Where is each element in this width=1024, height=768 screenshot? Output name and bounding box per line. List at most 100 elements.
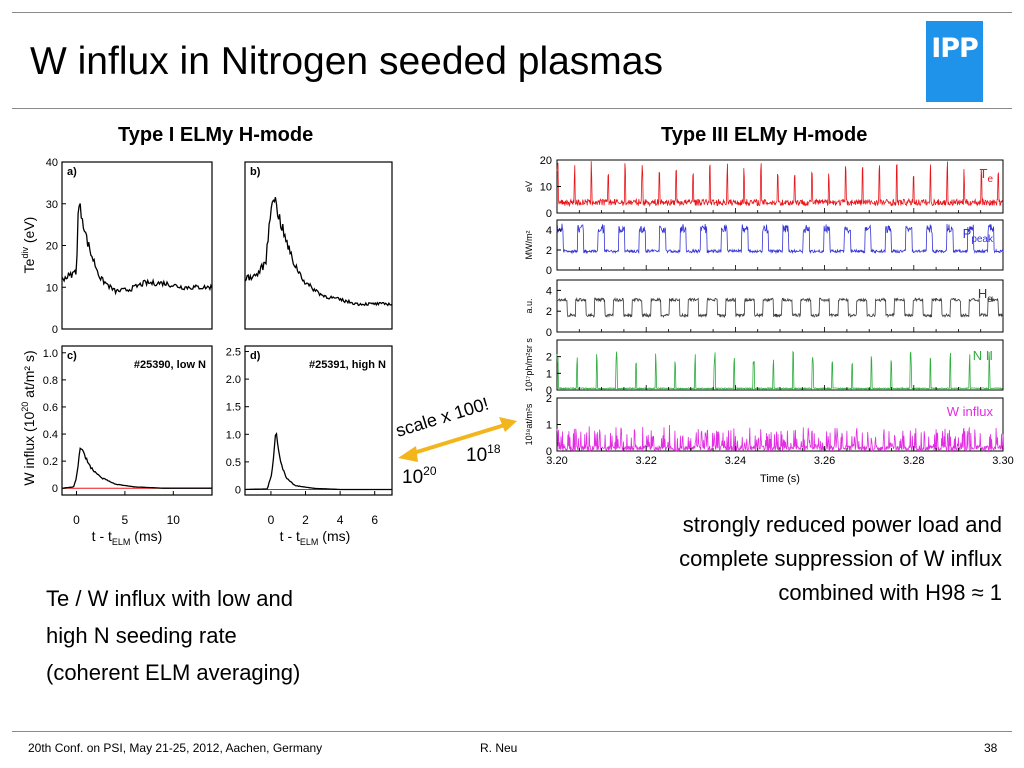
panel-frame [244, 345, 393, 496]
y-tick-label: 2 [546, 306, 552, 318]
y-tick-label: 1.0 [226, 429, 241, 441]
x-tick-label: 3.26 [814, 455, 835, 467]
y-tick-label: 2 [546, 393, 552, 405]
y-tick-label: 0.2 [43, 456, 58, 468]
trace-legend: N II [973, 348, 993, 363]
x-tick-label: 3.24 [725, 455, 746, 467]
panel-label: b) [250, 166, 261, 178]
trace-halpha: 0 2 4 a.u. Hα [524, 279, 1004, 339]
footer-page-number: 38 [984, 741, 998, 755]
panel-label: d) [250, 350, 261, 362]
y-tick-label: 1.0 [43, 348, 58, 360]
left-caption: Te / W influx with low and high N seedin… [46, 580, 300, 691]
panel-frame [61, 161, 213, 330]
y-tick-label: 0.4 [43, 429, 58, 441]
left-figure-title: Type I ELMy H-mode [118, 124, 314, 146]
y-tick-label: 0 [235, 484, 241, 496]
top-rule [12, 12, 1012, 13]
trace-ppeak: 0 2 4 MW/m² Ppeak [524, 219, 1004, 277]
y-tick-label: 1 [546, 420, 552, 432]
y-tick-label: 0 [52, 324, 58, 336]
trace-frame [556, 279, 1004, 333]
trace-frame [556, 219, 1004, 271]
y-tick-label: 0 [546, 327, 552, 339]
x-tick-label: 0 [73, 513, 80, 527]
x-tick-label: 10 [167, 513, 181, 527]
te-ylabel: Tediv (eV) [20, 217, 37, 274]
panel-frame [244, 161, 393, 330]
left-caption-line: high N seeding rate [46, 623, 237, 648]
panel-frame [61, 345, 213, 496]
mean-line [245, 431, 392, 491]
y-tick-label: 1 [546, 368, 552, 380]
y-tick-label: 2 [546, 352, 552, 364]
y-tick-label: 0 [546, 385, 552, 397]
arrow-left-label: 1020 [402, 464, 437, 488]
y-tick-label: 20 [540, 155, 552, 167]
y-tick-label: 2.5 [226, 347, 241, 359]
y-tick-label: 0 [52, 483, 58, 495]
trace-line [556, 223, 1004, 255]
panel-c: c) #25390, low N 0 0.2 0.4 0.6 0.8 1.0 0 5 10 [43, 345, 213, 527]
c-xlabel: t - tELM (ms) [92, 528, 163, 547]
shot-annotation: #25390, low N [134, 359, 206, 371]
trace-legend: Te [979, 166, 993, 185]
panel-a: a) 0 10 20 30 40 [46, 157, 213, 336]
mean-line [61, 447, 212, 489]
mean-line [244, 197, 393, 307]
y-tick-label: 20 [46, 241, 58, 253]
trace-nii: 0 1 2 10¹⁷ph/m²sr s N II [524, 338, 1004, 397]
slide-title: W influx in Nitrogen seeded plasmas [30, 40, 663, 83]
right-caption-line: combined with H98 ≈ 1 [778, 580, 1002, 605]
right-caption-line: strongly reduced power load and [682, 512, 1002, 537]
x-tick-label: 6 [371, 513, 378, 527]
trace-ylabel: 10¹⁷ph/m²sr s [524, 338, 534, 392]
trace-line [556, 161, 1004, 208]
y-tick-label: 30 [46, 199, 58, 211]
x-tick-label: 4 [337, 513, 344, 527]
y-tick-label: 0 [546, 265, 552, 277]
y-tick-label: 0 [546, 446, 552, 458]
logo-text: IPP [931, 33, 979, 64]
trace-legend: Ppeak [963, 226, 994, 245]
trace-ylabel: 10¹⁸at/m²s [524, 403, 534, 445]
trace-ylabel: eV [524, 181, 534, 192]
y-tick-label: 0.5 [226, 457, 241, 469]
x-tick-label: 3.22 [635, 455, 656, 467]
y-tick-label: 0.8 [43, 375, 58, 387]
x-tick-label: 3.30 [992, 455, 1013, 467]
left-caption-line: Te / W influx with low and [46, 586, 293, 611]
panel-label: a) [67, 166, 77, 178]
trace-frame [556, 159, 1004, 214]
x-tick-label: 3.28 [903, 455, 924, 467]
ipp-logo: IPP [926, 21, 983, 102]
scale-arrow [398, 417, 517, 462]
y-tick-label: 1.5 [226, 402, 241, 414]
trace-ylabel: MW/m² [524, 231, 534, 260]
shot-annotation: #25391, high N [309, 359, 386, 371]
arrow-right-label: 1018 [466, 442, 501, 466]
right-caption-line: complete suppression of W influx [679, 546, 1002, 571]
y-tick-label: 40 [46, 157, 58, 169]
title-rule [12, 108, 1012, 109]
right-caption: strongly reduced power load and complete… [560, 508, 1002, 610]
trace-line [556, 296, 1004, 319]
panel-label: c) [67, 350, 77, 362]
y-tick-label: 0 [546, 208, 552, 220]
x-tick-label: 2 [302, 513, 309, 527]
time-xlabel: Time (s) [760, 473, 800, 485]
panel-b: b) [244, 161, 393, 330]
trace-te3: 0 10 20 eV Te [524, 155, 1004, 220]
w-ylabel: W influx (1020 at/m² s) [20, 350, 37, 485]
trace-ylabel: a.u. [524, 298, 534, 313]
left-caption-line: (coherent ELM averaging) [46, 660, 301, 685]
trace-legend: W influx [947, 404, 994, 419]
trace-winflux: 0 1 2 10¹⁸at/m²s W influx 3.20 3.22 3.24 3.26 3.2… [524, 393, 1014, 467]
panel-d: d) #25391, high N 0 0.5 1.0 1.5 2.0 2.5 0 2 4 6 [226, 345, 393, 527]
footer-author: R. Neu [480, 741, 518, 755]
x-tick-label: 0 [268, 513, 275, 527]
footer-rule [12, 731, 1012, 732]
